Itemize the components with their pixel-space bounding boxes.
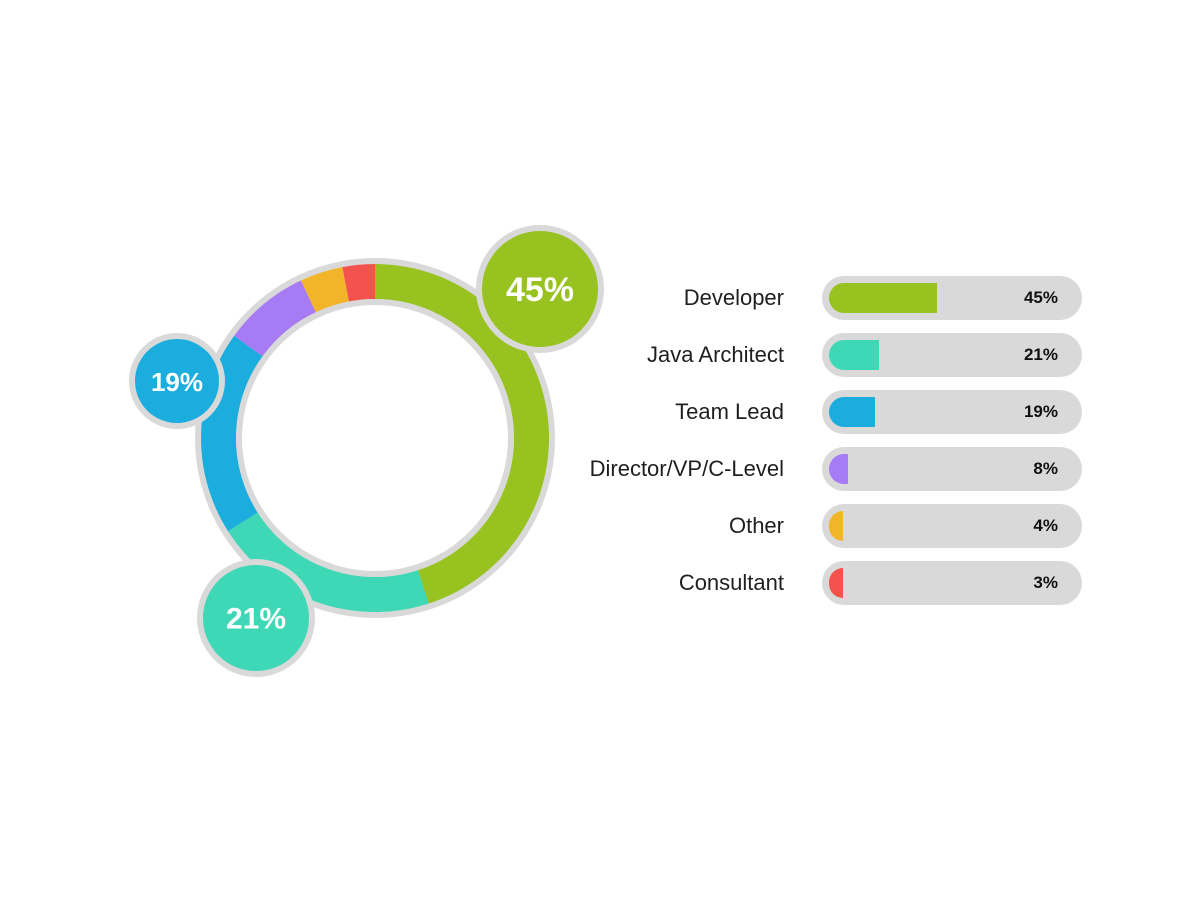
bar-row-consultant: Consultant 3% <box>560 561 1100 605</box>
bar-label: Developer <box>683 285 784 310</box>
bar-value: 8% <box>1033 459 1058 478</box>
bubble-label-team-lead: 19% <box>151 367 203 397</box>
donut-slice-other <box>300 267 349 313</box>
donut-slice-developer <box>375 264 549 604</box>
donut-hole <box>242 305 508 571</box>
bar-fill <box>829 397 875 427</box>
bar-row-other: Other 4% <box>560 504 1100 548</box>
bubble-java-architect: 21% <box>197 559 315 677</box>
bar-fill <box>829 454 849 484</box>
bar-fill <box>829 568 843 598</box>
bubble-label-java-architect: 21% <box>226 603 286 636</box>
bar-track: 21% <box>822 333 1082 377</box>
donut-slice-consultant <box>342 264 375 302</box>
donut-slice-director-vp-c-level <box>234 280 316 357</box>
bar-track: 3% <box>822 561 1082 605</box>
bar-track: 45% <box>822 276 1082 320</box>
bar-row-java-architect: Java Architect 21% <box>560 333 1100 377</box>
bar-value: 4% <box>1033 516 1058 535</box>
bar-track: 8% <box>822 447 1082 491</box>
bar-value: 3% <box>1033 573 1058 592</box>
bar-fill <box>829 283 937 313</box>
bubble-fill <box>203 565 309 671</box>
bubble-fill <box>482 231 598 347</box>
bar-row-director-vp-c-level: Director/VP/C-Level 8% <box>560 447 1100 491</box>
bar-label: Director/VP/C-Level <box>589 456 784 481</box>
donut-slice-java-architect <box>228 512 429 612</box>
bar-track: 19% <box>822 390 1082 434</box>
bar-track: 4% <box>822 504 1082 548</box>
bar-value: 19% <box>1023 402 1058 421</box>
bar-row-developer: Developer 45% <box>560 276 1100 320</box>
bar-label: Java Architect <box>647 342 784 367</box>
bar-fill <box>829 511 843 541</box>
bubble-label-developer: 45% <box>506 271 574 309</box>
bar-label: Other <box>728 513 784 538</box>
bubble-team-lead: 19% <box>129 333 225 429</box>
bar-fill <box>829 340 880 370</box>
bar-label: Team Lead <box>675 399 784 424</box>
bar-value: 21% <box>1023 345 1058 364</box>
bar-value: 45% <box>1023 288 1058 307</box>
bar-label: Consultant <box>678 570 784 595</box>
bar-row-team-lead: Team Lead 19% <box>560 390 1100 434</box>
bubble-fill <box>135 339 219 423</box>
bubble-developer: 45% <box>476 225 604 353</box>
